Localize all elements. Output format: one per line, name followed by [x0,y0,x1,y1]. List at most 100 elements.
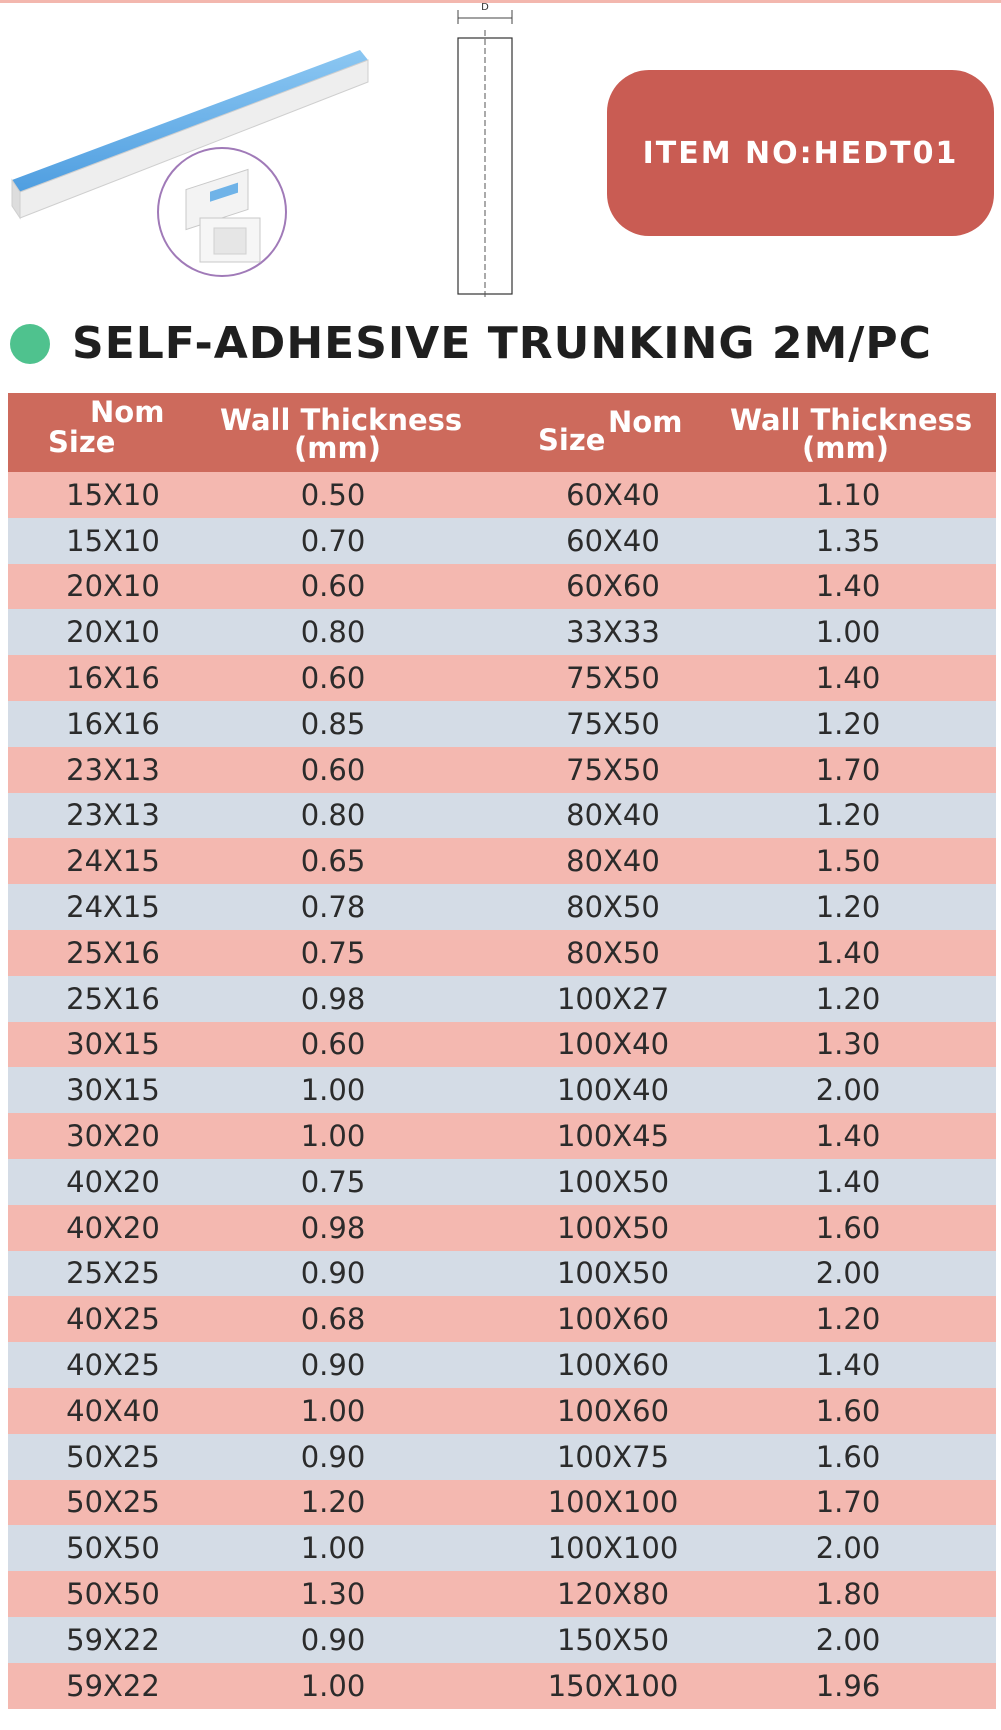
wall-thickness-cell-right: 1.40 [815,661,881,696]
wall-thickness-cell-right: 1.20 [815,706,881,741]
wall-thickness-cell: 0.75 [300,1164,366,1199]
wall-thickness-cell-right: 1.80 [815,1577,881,1612]
wall-thickness-cell-right: 2.00 [815,1256,881,1291]
table-row: 24X15 0.78 80X50 1.20 [8,884,996,930]
wall-thickness-cell: 0.90 [300,1348,366,1383]
wall-thickness-cell-right: 1.35 [815,523,881,558]
wall-thickness-cell: 1.00 [300,1073,366,1108]
wall-thickness-cell: 0.98 [300,1210,366,1245]
nom-size-cell-right: 33X33 [566,615,660,650]
wall-thickness-cell: 0.65 [300,844,366,879]
wall-thickness-cell: 0.70 [300,523,366,558]
header-wall-unit-right: (mm) [802,431,889,465]
nom-size-cell: 50X25 [66,1439,160,1474]
wall-thickness-cell: 0.80 [300,798,366,833]
nom-size-cell-right: 100X75 [556,1439,670,1474]
wall-thickness-cell: 0.50 [300,477,366,512]
table-row: 15X10 0.70 60X40 1.35 [8,517,996,564]
nom-size-cell-right: 60X60 [566,569,660,604]
top-divider [0,0,1001,3]
nom-size-cell-right: 100X40 [556,1073,670,1108]
nom-size-cell: 40X40 [66,1393,160,1428]
table-row: 40X20 0.75 100X50 1.40 [8,1158,996,1205]
nom-size-cell-right: 100X100 [547,1485,679,1520]
wall-thickness-cell-right: 1.20 [815,798,881,833]
table-row: 24X15 0.65 80X40 1.50 [8,838,996,885]
table-row: 50X25 0.90 100X75 1.60 [8,1433,996,1480]
nom-size-cell-right: 60X40 [566,523,660,558]
wall-thickness-cell-right: 1.30 [815,1027,881,1062]
wall-thickness-cell-right: 1.20 [815,1302,881,1337]
table-row: 30X20 1.00 100X45 1.40 [8,1113,996,1159]
nom-size-cell: 23X13 [66,798,160,833]
trunking-product-image [11,50,369,277]
wall-thickness-cell-right: 1.60 [815,1210,881,1245]
table-row: 40X40 1.00 100X60 1.60 [8,1387,996,1434]
nom-size-cell-right: 100X60 [556,1302,670,1337]
item-number-badge: ITEM NO:HEDT01 [607,70,994,236]
page-title: SELF-ADHESIVE TRUNKING 2M/PC [72,318,932,369]
nom-size-cell: 25X16 [66,981,160,1016]
nom-size-cell-right: 80X50 [566,890,660,925]
nom-size-cell: 20X10 [66,569,160,604]
wall-thickness-cell-right: 1.20 [815,981,881,1016]
nom-size-cell: 59X22 [66,1622,160,1657]
nom-size-cell: 15X10 [66,477,160,512]
wall-thickness-cell-right: 1.40 [815,1164,881,1199]
nom-size-cell-right: 150X50 [556,1622,670,1657]
table-row: 30X15 1.00 100X40 2.00 [8,1067,996,1114]
wall-thickness-cell: 0.60 [300,569,366,604]
nom-size-cell: 23X13 [66,752,160,787]
nom-size-cell-right: 100X100 [547,1531,679,1566]
wall-thickness-cell-right: 1.40 [815,1119,881,1154]
nom-size-cell: 25X16 [66,935,160,970]
header-size: Size [48,425,116,459]
wall-thickness-cell-right: 1.00 [815,615,881,650]
item-number: ITEM NO:HEDT01 [642,135,959,171]
nom-size-cell: 20X10 [66,615,160,650]
wall-thickness-cell: 1.00 [300,1393,366,1428]
header-nom: Nom [90,395,165,429]
nom-size-cell-right: 100X50 [556,1256,670,1291]
nom-size-cell: 59X22 [66,1668,160,1703]
dimension-drawing: D [457,2,513,300]
table-row: 50X50 1.00 100X100 2.00 [8,1525,996,1572]
wall-thickness-cell: 1.00 [300,1119,366,1154]
wall-thickness-cell: 0.90 [300,1256,366,1291]
nom-size-cell: 30X20 [66,1119,160,1154]
table-row: 16X16 0.85 75X50 1.20 [8,700,996,747]
table-row: 59X22 1.00 150X100 1.96 [8,1662,996,1709]
wall-thickness-cell: 0.98 [300,981,366,1016]
nom-size-cell: 30X15 [66,1073,160,1108]
wall-thickness-cell-right: 1.40 [815,569,881,604]
nom-size-cell: 25X25 [66,1256,160,1291]
nom-size-cell-right: 60X40 [566,477,660,512]
nom-size-cell-right: 80X40 [566,798,660,833]
header-wall-thickness: Wall Thickness [220,403,463,437]
wall-thickness-cell: 0.75 [300,935,366,970]
wall-thickness-cell-right: 1.10 [815,477,881,512]
nom-size-cell-right: 100X27 [556,981,670,1016]
nom-size-cell: 50X50 [66,1531,160,1566]
table-row: 50X25 1.20 100X100 1.70 [8,1479,996,1526]
nom-size-cell: 40X20 [66,1164,160,1199]
nom-size-cell-right: 75X50 [566,706,660,741]
wall-thickness-cell: 0.68 [300,1302,366,1337]
header-size-right: Size [538,423,606,457]
nom-size-cell-right: 100X50 [556,1164,670,1199]
table-row: 23X13 0.60 75X50 1.70 [8,746,996,793]
table-row: 23X13 0.80 80X40 1.20 [8,792,996,839]
nom-size-cell-right: 100X50 [556,1210,670,1245]
table-row: 25X16 0.98 100X27 1.20 [8,975,996,1022]
nom-size-cell: 40X25 [66,1348,160,1383]
table-row: 40X25 0.90 100X60 1.40 [8,1342,996,1388]
nom-size-cell: 50X50 [66,1577,160,1612]
wall-thickness-cell: 0.85 [300,706,366,741]
nom-size-cell: 50X25 [66,1485,160,1520]
nom-size-cell-right: 100X60 [556,1348,670,1383]
nom-size-cell: 16X16 [66,706,160,741]
wall-thickness-cell: 1.00 [300,1668,366,1703]
wall-thickness-cell: 0.80 [300,615,366,650]
wall-thickness-cell-right: 1.60 [815,1393,881,1428]
nom-size-cell-right: 150X100 [547,1668,679,1703]
